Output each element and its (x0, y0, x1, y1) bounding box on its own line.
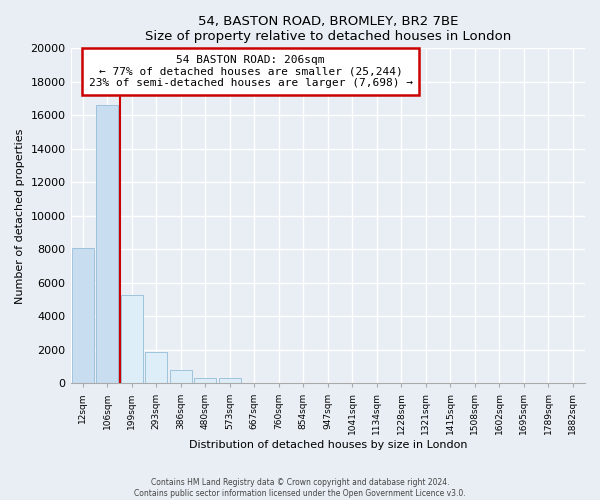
Text: 54 BASTON ROAD: 206sqm
← 77% of detached houses are smaller (25,244)
23% of semi: 54 BASTON ROAD: 206sqm ← 77% of detached… (89, 55, 413, 88)
Bar (219, 378, 241, 384)
Text: Contains HM Land Registry data © Crown copyright and database right 2024.
Contai: Contains HM Land Registry data © Crown c… (134, 478, 466, 498)
X-axis label: Distribution of detached houses by size in London: Distribution of detached houses by size … (188, 440, 467, 450)
Bar (145, 352, 167, 384)
Bar (170, 370, 192, 384)
Bar (194, 378, 217, 384)
Bar (72, 248, 94, 384)
Y-axis label: Number of detached properties: Number of detached properties (15, 128, 25, 304)
Bar (96, 106, 118, 384)
Title: 54, BASTON ROAD, BROMLEY, BR2 7BE
Size of property relative to detached houses i: 54, BASTON ROAD, BROMLEY, BR2 7BE Size o… (145, 15, 511, 43)
Bar (121, 294, 143, 384)
